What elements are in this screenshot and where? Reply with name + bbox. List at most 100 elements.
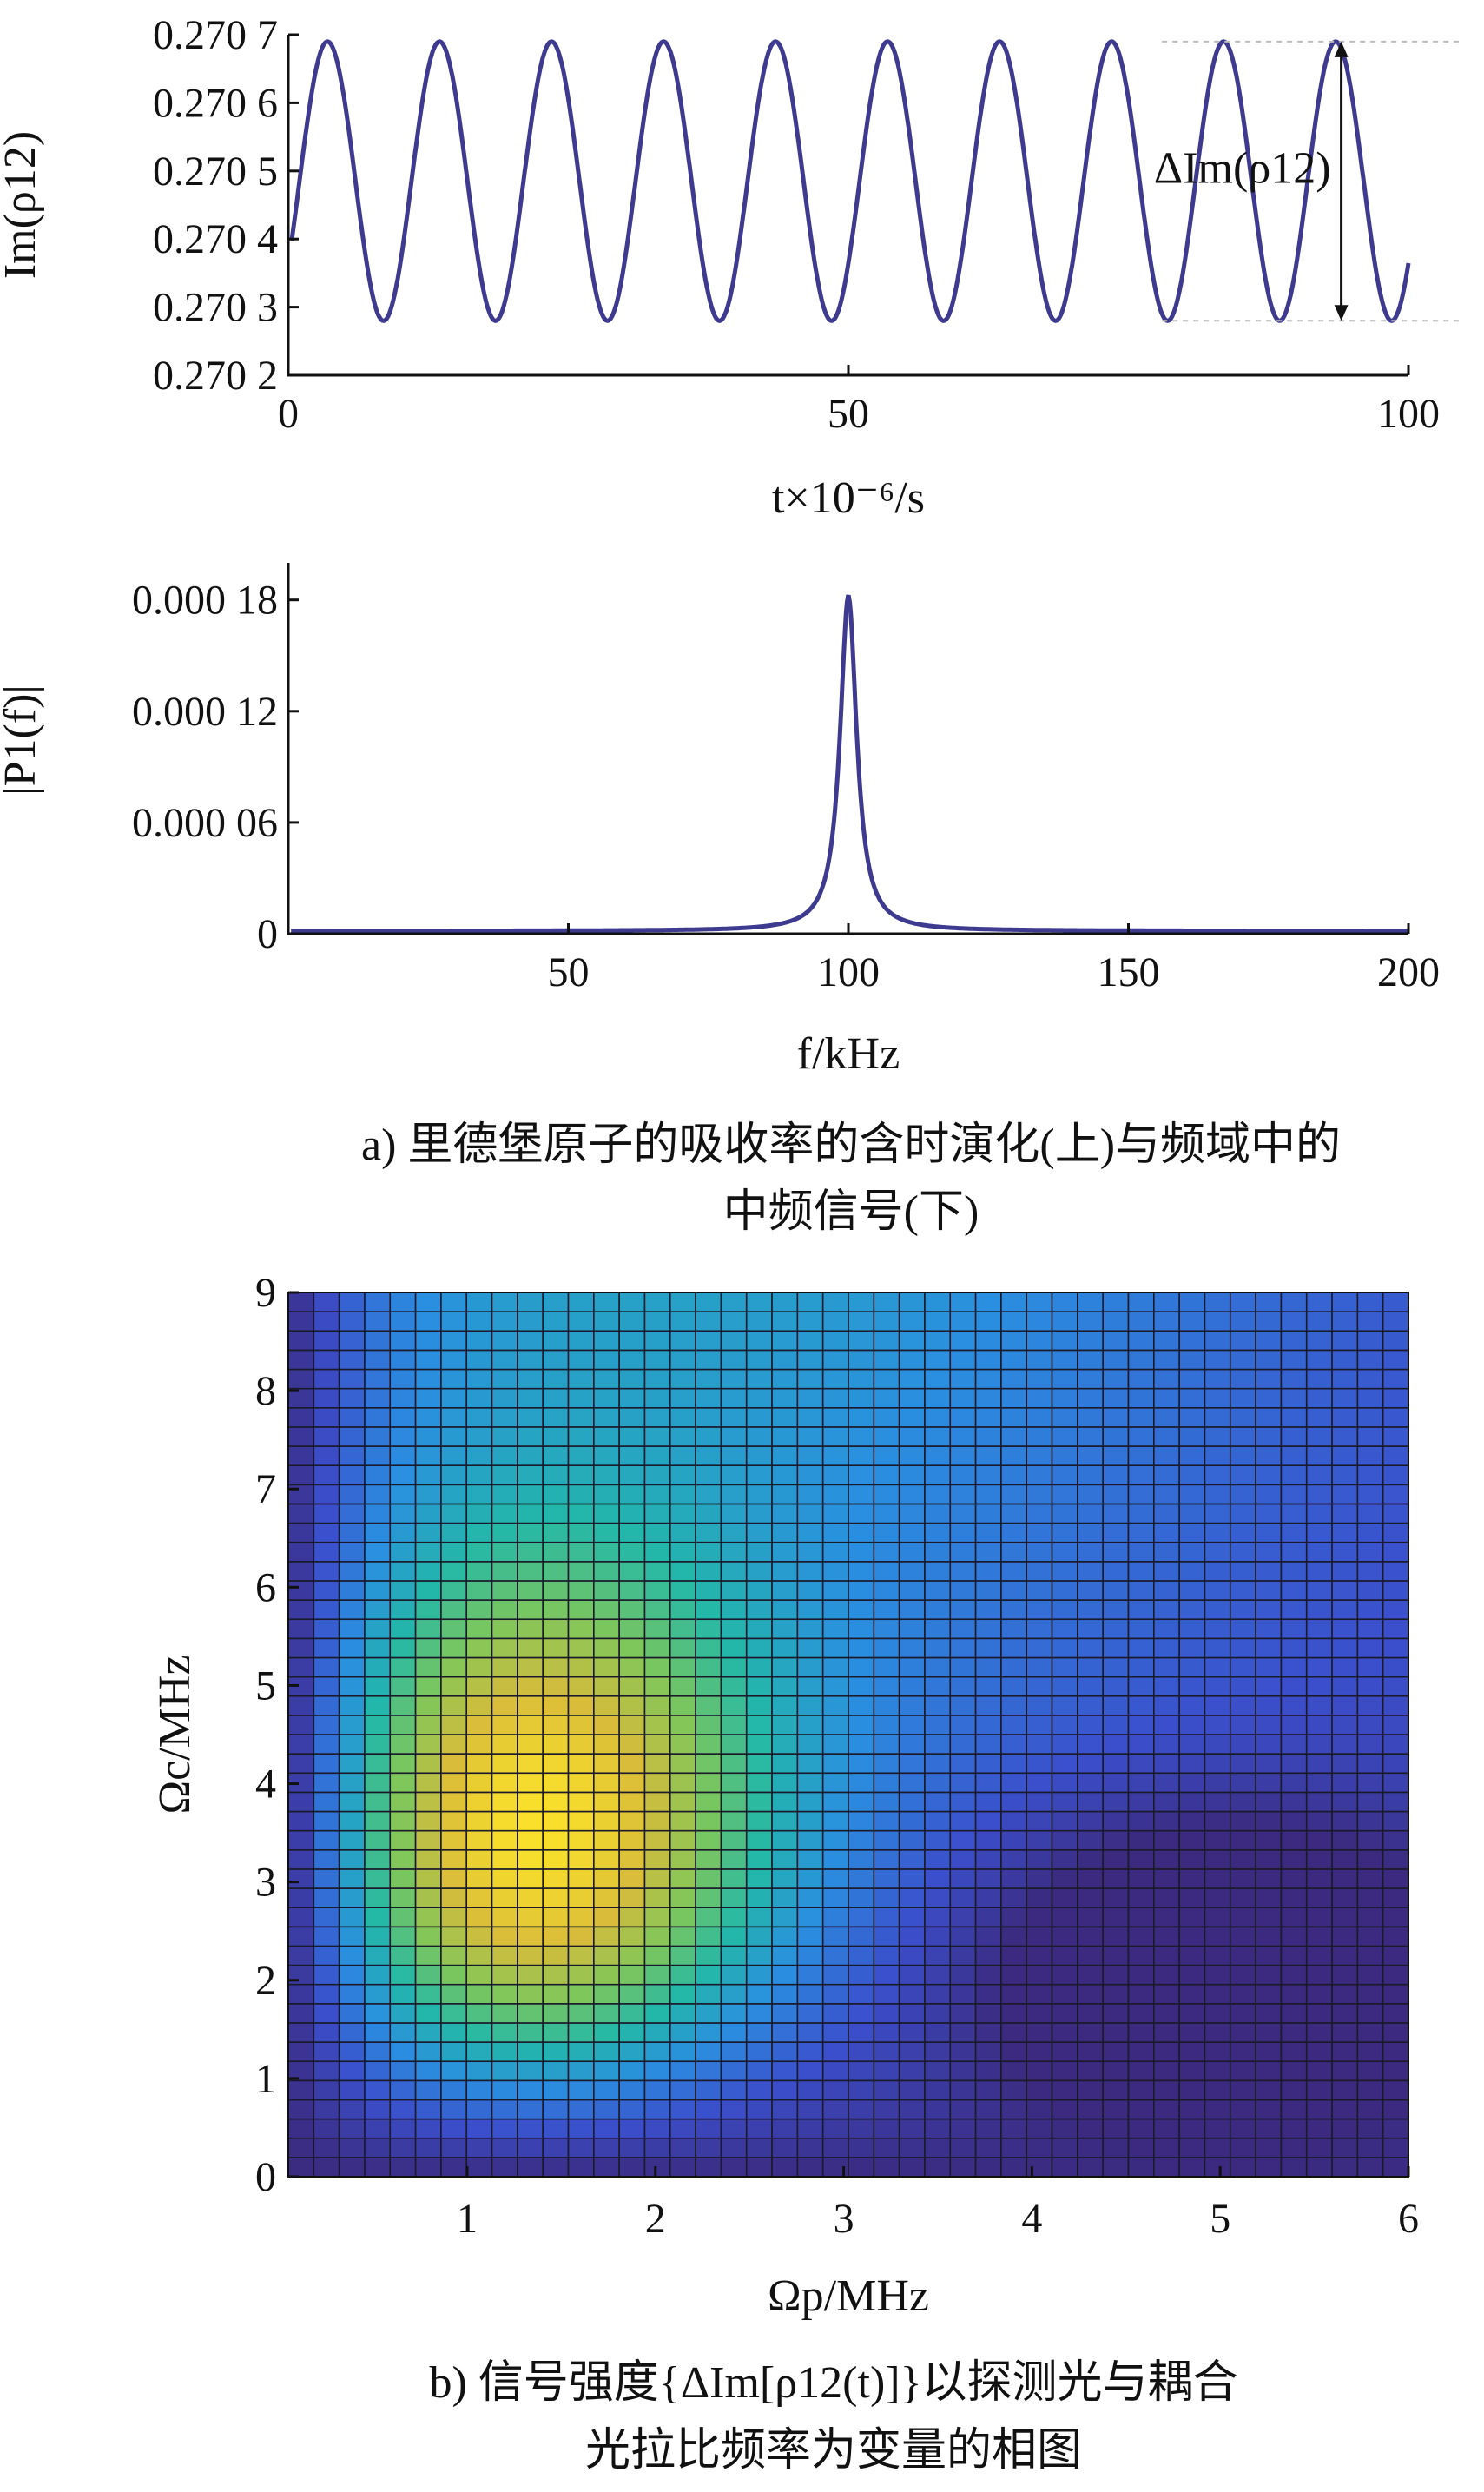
heatmap-cell: [771, 1907, 799, 1928]
heatmap-cell: [1331, 1464, 1359, 1486]
heatmap-cell: [1356, 1848, 1384, 1870]
heatmap-cell: [848, 1734, 875, 1755]
heatmap-cell: [1051, 1656, 1078, 1678]
heatmap-cell: [618, 2003, 646, 2024]
heatmap-cell: [1077, 1868, 1104, 1889]
heatmap-cell: [618, 1734, 646, 1755]
heatmap-cell: [517, 1599, 544, 1621]
heatmap-cell: [313, 1637, 340, 1659]
heatmap-cell: [898, 1791, 926, 1813]
heatmap-cell: [1255, 1599, 1283, 1621]
heatmap-cell: [1382, 1406, 1409, 1428]
heatmap-cell: [1331, 1311, 1359, 1332]
heatmap-cell: [1077, 2022, 1104, 2043]
heatmap-cell: [517, 1829, 544, 1851]
heatmap-cell: [364, 1599, 392, 1621]
heatmap-cell: [643, 2137, 671, 2158]
heatmap-cell: [695, 1637, 722, 1659]
heatmap-cell: [1153, 1292, 1180, 1312]
heatmap-cell: [364, 2157, 392, 2178]
heatmap-cell: [974, 1464, 1002, 1486]
heatmap-cell: [949, 1349, 977, 1371]
heatmap-cell: [1280, 1387, 1308, 1409]
heatmap-cell: [821, 1983, 849, 2005]
heatmap-cell: [465, 1387, 493, 1409]
heatmap-cell: [618, 1426, 646, 1447]
heatmap-cell: [1382, 1503, 1409, 1524]
heatmap-cell: [974, 1406, 1002, 1428]
heatmap-cell: [1280, 1484, 1308, 1505]
heatmap-cell: [389, 1330, 417, 1352]
heatmap-cell: [643, 1964, 671, 1986]
heatmap-cell: [745, 2022, 773, 2043]
caption-b-line2: 光拉比频率为变量的相图: [585, 2426, 1082, 2475]
heatmap-cell: [643, 1829, 671, 1851]
heatmap-cell: [542, 2041, 570, 2063]
heatmap-cell: [1382, 1637, 1409, 1659]
heatmap-cell: [1102, 1618, 1130, 1640]
heatmap-cell: [1153, 1484, 1180, 1505]
heatmap-cell: [1382, 1695, 1409, 1716]
heatmap-cell: [974, 1541, 1002, 1563]
heatmap-cell: [974, 1715, 1002, 1735]
heatmap-cell: [695, 1907, 722, 1928]
heatmap-cell: [695, 1810, 722, 1832]
heatmap-cell: [491, 1676, 518, 1697]
heatmap-cell: [1356, 1926, 1384, 1947]
heatmap-cell: [465, 2022, 493, 2043]
heatmap-cell: [414, 1829, 442, 1851]
heatmap-cell: [1102, 1637, 1130, 1659]
heatmap-cell: [643, 1753, 671, 1775]
heatmap-cell: [567, 2041, 595, 2063]
heatmap-cell: [1077, 1541, 1104, 1563]
heatmap-cell: [440, 1445, 468, 1466]
heatmap-cell: [1305, 1964, 1333, 1986]
heatmap-cell: [618, 1810, 646, 1832]
heatmap-y-tick-label: 7: [255, 1466, 276, 1512]
heatmap-cell: [1127, 2041, 1155, 2063]
heatmap-cell: [949, 1907, 977, 1928]
heatmap-cell: [771, 1656, 799, 1678]
heatmap-cell: [745, 1695, 773, 1716]
heatmap-cell: [796, 1580, 824, 1601]
spectrum-y-axis-label: |P1(f)|: [0, 684, 45, 796]
heatmap-cell: [745, 1618, 773, 1640]
heatmap-cell: [1280, 1926, 1308, 1947]
heatmap-cell: [567, 1330, 595, 1352]
heatmap-cell: [924, 1983, 952, 2005]
heatmap-cell: [364, 1387, 392, 1409]
heatmap-cell: [695, 2099, 722, 2120]
heatmap-cell: [440, 1907, 468, 1928]
heatmap-cell: [1102, 1522, 1130, 1543]
heatmap-cell: [949, 1330, 977, 1352]
heatmap-cell: [1178, 1618, 1206, 1640]
heatmap-cell: [924, 1926, 952, 1947]
heatmap-cell: [542, 1618, 570, 1640]
heatmap-cell: [1178, 1926, 1206, 1947]
heatmap-cell: [593, 1311, 620, 1332]
heatmap-cell: [567, 1772, 595, 1794]
heatmap-cell: [287, 1734, 315, 1755]
heatmap-cell: [643, 1349, 671, 1371]
heatmap-cell: [949, 2041, 977, 2063]
heatmap-cell: [669, 1715, 696, 1735]
heatmap-cell: [1153, 1637, 1180, 1659]
heatmap-cell: [338, 1791, 366, 1813]
heatmap-cell: [1356, 1734, 1384, 1755]
heatmap-cell: [1305, 1907, 1333, 1928]
heatmap-cell: [517, 2157, 544, 2178]
heatmap-cell: [1280, 1734, 1308, 1755]
heatmap-cell: [1255, 2137, 1283, 2158]
heatmap-cell: [796, 1868, 824, 1889]
heatmap-cell: [517, 2003, 544, 2024]
heatmap-cell: [491, 1580, 518, 1601]
heatmap-cell: [593, 1848, 620, 1870]
heatmap-cell: [618, 1541, 646, 1563]
heatmap-cell: [1127, 1522, 1155, 1543]
heatmap-cell: [898, 1848, 926, 1870]
heatmap-cell: [287, 1561, 315, 1582]
heatmap-cell: [949, 1753, 977, 1775]
heatmap-cell: [1382, 2022, 1409, 2043]
heatmap-cell: [796, 1330, 824, 1352]
heatmap-cell: [1229, 1426, 1256, 1447]
